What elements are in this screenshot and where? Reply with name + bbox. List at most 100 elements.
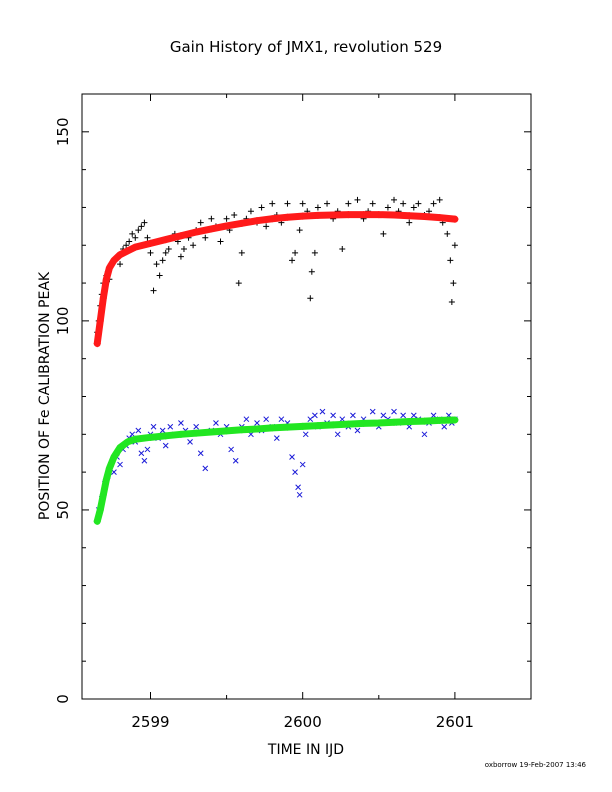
data-point [289, 454, 295, 460]
data-point [307, 295, 314, 302]
fit-point [192, 429, 200, 437]
fit-point [299, 212, 307, 220]
data-point [289, 257, 296, 264]
data-point [247, 208, 254, 215]
data-point [330, 412, 336, 419]
fit-point [436, 416, 444, 424]
fit-point [146, 433, 154, 441]
data-point [410, 204, 417, 211]
data-point [159, 257, 166, 264]
fit-point [238, 219, 246, 227]
fit-point [102, 275, 110, 283]
data-point [450, 280, 457, 287]
data-point [292, 249, 299, 256]
data-point [400, 412, 407, 419]
data-point [254, 420, 260, 426]
fit-point [223, 222, 231, 230]
data-point [308, 268, 315, 275]
fit-point [207, 225, 215, 233]
data-point [223, 215, 230, 222]
data-point [299, 461, 306, 468]
data-point [406, 219, 413, 226]
data-point [339, 246, 346, 253]
data-point [258, 204, 265, 211]
fit-point [436, 214, 444, 222]
data-point [162, 249, 169, 256]
fit-point [105, 264, 113, 272]
series-3 [93, 416, 459, 525]
data-point [436, 196, 443, 203]
fit-point [405, 212, 413, 220]
fit-point [96, 506, 104, 514]
fit-point [110, 453, 118, 461]
fit-point [451, 215, 459, 223]
data-point [213, 420, 219, 426]
fit-point [451, 416, 459, 424]
fit-point [102, 476, 110, 484]
data-point [354, 196, 361, 203]
fit-point [390, 211, 398, 219]
fit-point [375, 419, 383, 427]
x-axis-label: TIME IN IJD [267, 742, 344, 758]
data-point [314, 204, 321, 211]
data-point [448, 298, 455, 305]
y-tick-label: 100 [54, 307, 72, 336]
data-point [197, 450, 204, 457]
data-point [147, 249, 154, 256]
data-point [153, 261, 160, 268]
data-point [302, 431, 309, 438]
data-point [144, 446, 151, 453]
data-point [334, 431, 341, 438]
data-point [263, 416, 270, 423]
fit-point [110, 256, 118, 264]
footer-credit: oxborrow 19-Feb-2007 13:46 [485, 761, 587, 769]
data-point [451, 242, 458, 249]
data-point [430, 200, 437, 207]
fit-point [192, 228, 200, 236]
fit-point [375, 211, 383, 219]
data-point [350, 412, 356, 419]
fit-point [420, 417, 428, 425]
data-point [208, 215, 215, 222]
data-point [369, 200, 376, 207]
data-point [444, 230, 451, 237]
data-series [93, 196, 459, 525]
data-point [162, 442, 169, 449]
fit-point [268, 215, 276, 223]
fit-point [177, 232, 185, 240]
fit-point [344, 211, 352, 219]
data-point [263, 223, 270, 230]
data-point [231, 212, 238, 218]
data-point [384, 204, 391, 211]
data-point [150, 287, 157, 294]
data-point [178, 420, 184, 426]
data-point [380, 230, 387, 237]
data-point [369, 408, 376, 415]
data-point [159, 427, 166, 434]
data-point [296, 227, 303, 234]
data-point [135, 227, 142, 234]
fit-point [314, 422, 322, 430]
data-point [441, 423, 448, 430]
data-point [135, 427, 142, 434]
fit-point [238, 426, 246, 434]
x-tick-label: 2601 [436, 713, 474, 731]
data-point [138, 223, 145, 230]
fit-point [93, 340, 101, 348]
fit-point [360, 419, 368, 427]
data-point [167, 423, 174, 430]
data-point [197, 219, 204, 226]
y-tick-label: 150 [54, 117, 72, 146]
fit-point [131, 435, 139, 443]
fit-point [283, 213, 291, 221]
fit-point [124, 438, 132, 446]
fit-point [99, 491, 107, 499]
fit-point [223, 427, 231, 435]
data-point [380, 412, 387, 419]
data-point [410, 412, 417, 419]
y-tick-label: 0 [54, 694, 72, 704]
fit-point [329, 211, 337, 219]
fit-curve [93, 211, 459, 348]
fit-point [162, 236, 170, 244]
data-point [447, 257, 454, 264]
